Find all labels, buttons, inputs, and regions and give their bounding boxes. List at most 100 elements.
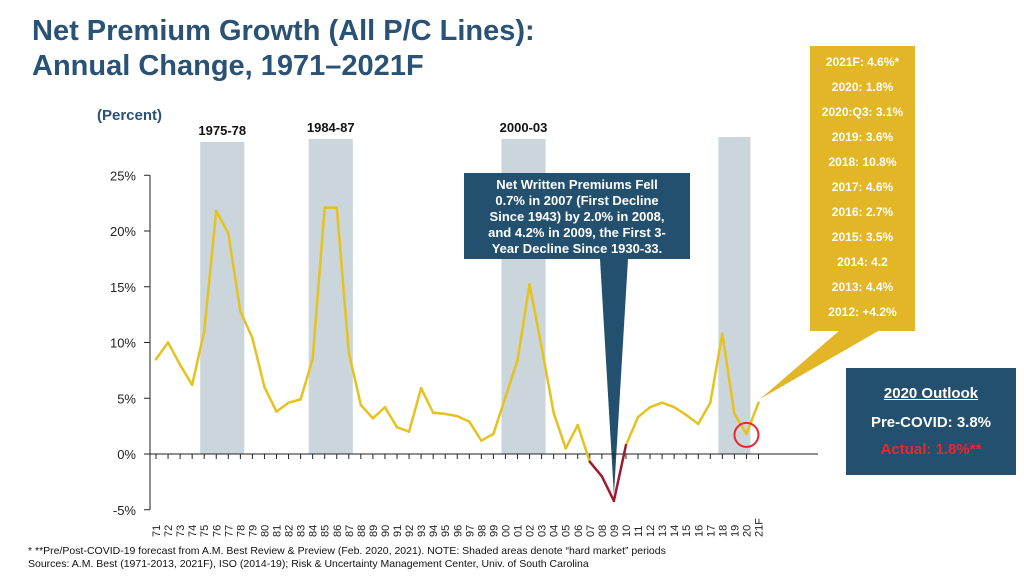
data-point xyxy=(154,358,158,361)
period-label: 1984-87 xyxy=(307,120,355,135)
recent-year-item: 2015: 3.5% xyxy=(831,230,894,244)
series-segment xyxy=(202,209,218,333)
data-point xyxy=(444,412,447,416)
data-point xyxy=(697,422,700,426)
data-point xyxy=(745,432,748,436)
y-tick-label: 25% xyxy=(110,168,136,183)
data-point xyxy=(431,411,435,414)
y-tick-label: 10% xyxy=(110,336,136,351)
series-segment xyxy=(456,414,471,423)
recent-year-item: 2018: 10.8% xyxy=(828,155,897,169)
series-segment xyxy=(383,405,399,429)
series-segment xyxy=(564,423,579,450)
data-point xyxy=(672,405,676,409)
data-point xyxy=(528,283,531,286)
series-segment xyxy=(709,332,724,404)
recent-year-item: 2014: 4.2 xyxy=(837,255,888,269)
x-tick-label: 99 xyxy=(488,525,500,537)
x-tick-label: 95 xyxy=(440,525,452,537)
x-tick-label: 75 xyxy=(199,525,211,537)
x-tick-label: 77 xyxy=(223,525,235,537)
callout-pointer xyxy=(600,259,628,495)
series-segment xyxy=(600,475,616,503)
data-point xyxy=(564,447,567,450)
x-tick-label: 14 xyxy=(669,525,681,537)
series-segment xyxy=(431,411,447,416)
shaded-period xyxy=(308,139,353,454)
series-segment xyxy=(443,412,459,418)
x-tick-label: 02 xyxy=(525,525,537,537)
x-tick-label: 85 xyxy=(320,525,332,537)
data-point xyxy=(492,432,495,436)
x-tick-label: 81 xyxy=(272,525,284,537)
series-segment xyxy=(684,413,700,426)
recent-year-item: 2013: 4.4% xyxy=(831,280,894,294)
recent-years-pointer xyxy=(760,330,880,399)
period-label: 1975-78 xyxy=(198,123,246,138)
x-tick-label: 08 xyxy=(597,525,609,537)
data-point xyxy=(287,401,290,404)
x-tick-label: 12 xyxy=(645,525,657,537)
series-segment xyxy=(299,357,314,401)
x-tick-label: 20 xyxy=(741,525,753,537)
series-segment xyxy=(166,341,182,367)
data-point xyxy=(407,430,411,433)
data-point xyxy=(540,345,543,349)
x-tick-label: 89 xyxy=(368,525,380,537)
series-segment xyxy=(540,345,555,414)
series-segment xyxy=(492,395,507,436)
x-tick-label: 19 xyxy=(729,525,741,537)
data-point xyxy=(504,395,507,399)
data-point xyxy=(576,423,579,427)
data-point xyxy=(251,336,254,340)
recent-year-item: 2019: 3.6% xyxy=(831,130,894,144)
data-point xyxy=(203,330,206,333)
x-tick-label: 73 xyxy=(175,525,187,537)
title-line-1: Net Premium Growth (All P/C Lines): xyxy=(32,15,535,47)
data-point xyxy=(552,411,555,414)
x-tick-label: 92 xyxy=(404,525,416,537)
data-point xyxy=(299,398,302,401)
x-tick-label: 93 xyxy=(416,525,428,537)
series-segment xyxy=(745,401,760,436)
series-segment xyxy=(516,283,531,362)
series-segment xyxy=(275,401,290,413)
series-segment xyxy=(504,359,519,399)
y-tick-label: 5% xyxy=(117,391,136,406)
series-segment xyxy=(624,415,640,447)
data-point xyxy=(395,426,399,429)
x-tick-label: 71 xyxy=(151,525,163,537)
series-segment xyxy=(263,385,278,413)
series-segment xyxy=(697,401,712,426)
x-tick-label: 80 xyxy=(259,525,271,537)
outlook-box: 2020 Outlook Pre-COVID: 3.8% Actual: 1.8… xyxy=(846,368,1016,475)
data-point xyxy=(383,405,387,409)
x-tick-label: 10 xyxy=(621,525,633,537)
series-segment xyxy=(371,405,387,420)
series-segment xyxy=(227,231,242,313)
x-tick-label: 21F xyxy=(754,518,766,537)
footer-notes: * **Pre/Post-COVID-19 forecast from A.M.… xyxy=(28,545,666,571)
outlook-heading: 2020 Outlook xyxy=(883,385,979,402)
outlook-actual: Actual: 1.8%** xyxy=(880,441,982,458)
title-line-2: Annual Change, 1971–2021F xyxy=(32,50,424,82)
x-tick-label: 09 xyxy=(609,525,621,537)
recent-years-box: 2021F: 4.6%* 2020: 1.8% 2020:Q3: 3.1% 20… xyxy=(810,46,915,331)
decline-callout: Net Written Premiums Fell 0.7% in 2007 (… xyxy=(464,173,690,259)
series-segment xyxy=(468,420,483,442)
x-tick-label: 86 xyxy=(332,525,344,537)
series-segment xyxy=(576,423,592,464)
data-point xyxy=(709,401,712,404)
outlook-pre-covid: Pre-COVID: 3.8% xyxy=(870,414,992,431)
x-tick-label: 13 xyxy=(657,525,669,537)
x-tick-label: 07 xyxy=(585,525,597,537)
series-segment xyxy=(359,403,375,420)
recent-year-item: 2016: 2.7% xyxy=(831,205,894,219)
y-tick-label: 20% xyxy=(110,224,136,239)
recent-year-item: 2012: +4.2% xyxy=(828,305,897,319)
x-tick-label: 04 xyxy=(549,525,561,537)
series-segment xyxy=(480,432,495,442)
series-segment xyxy=(721,332,736,416)
recent-year-item: 2021F: 4.6%* xyxy=(825,55,900,69)
